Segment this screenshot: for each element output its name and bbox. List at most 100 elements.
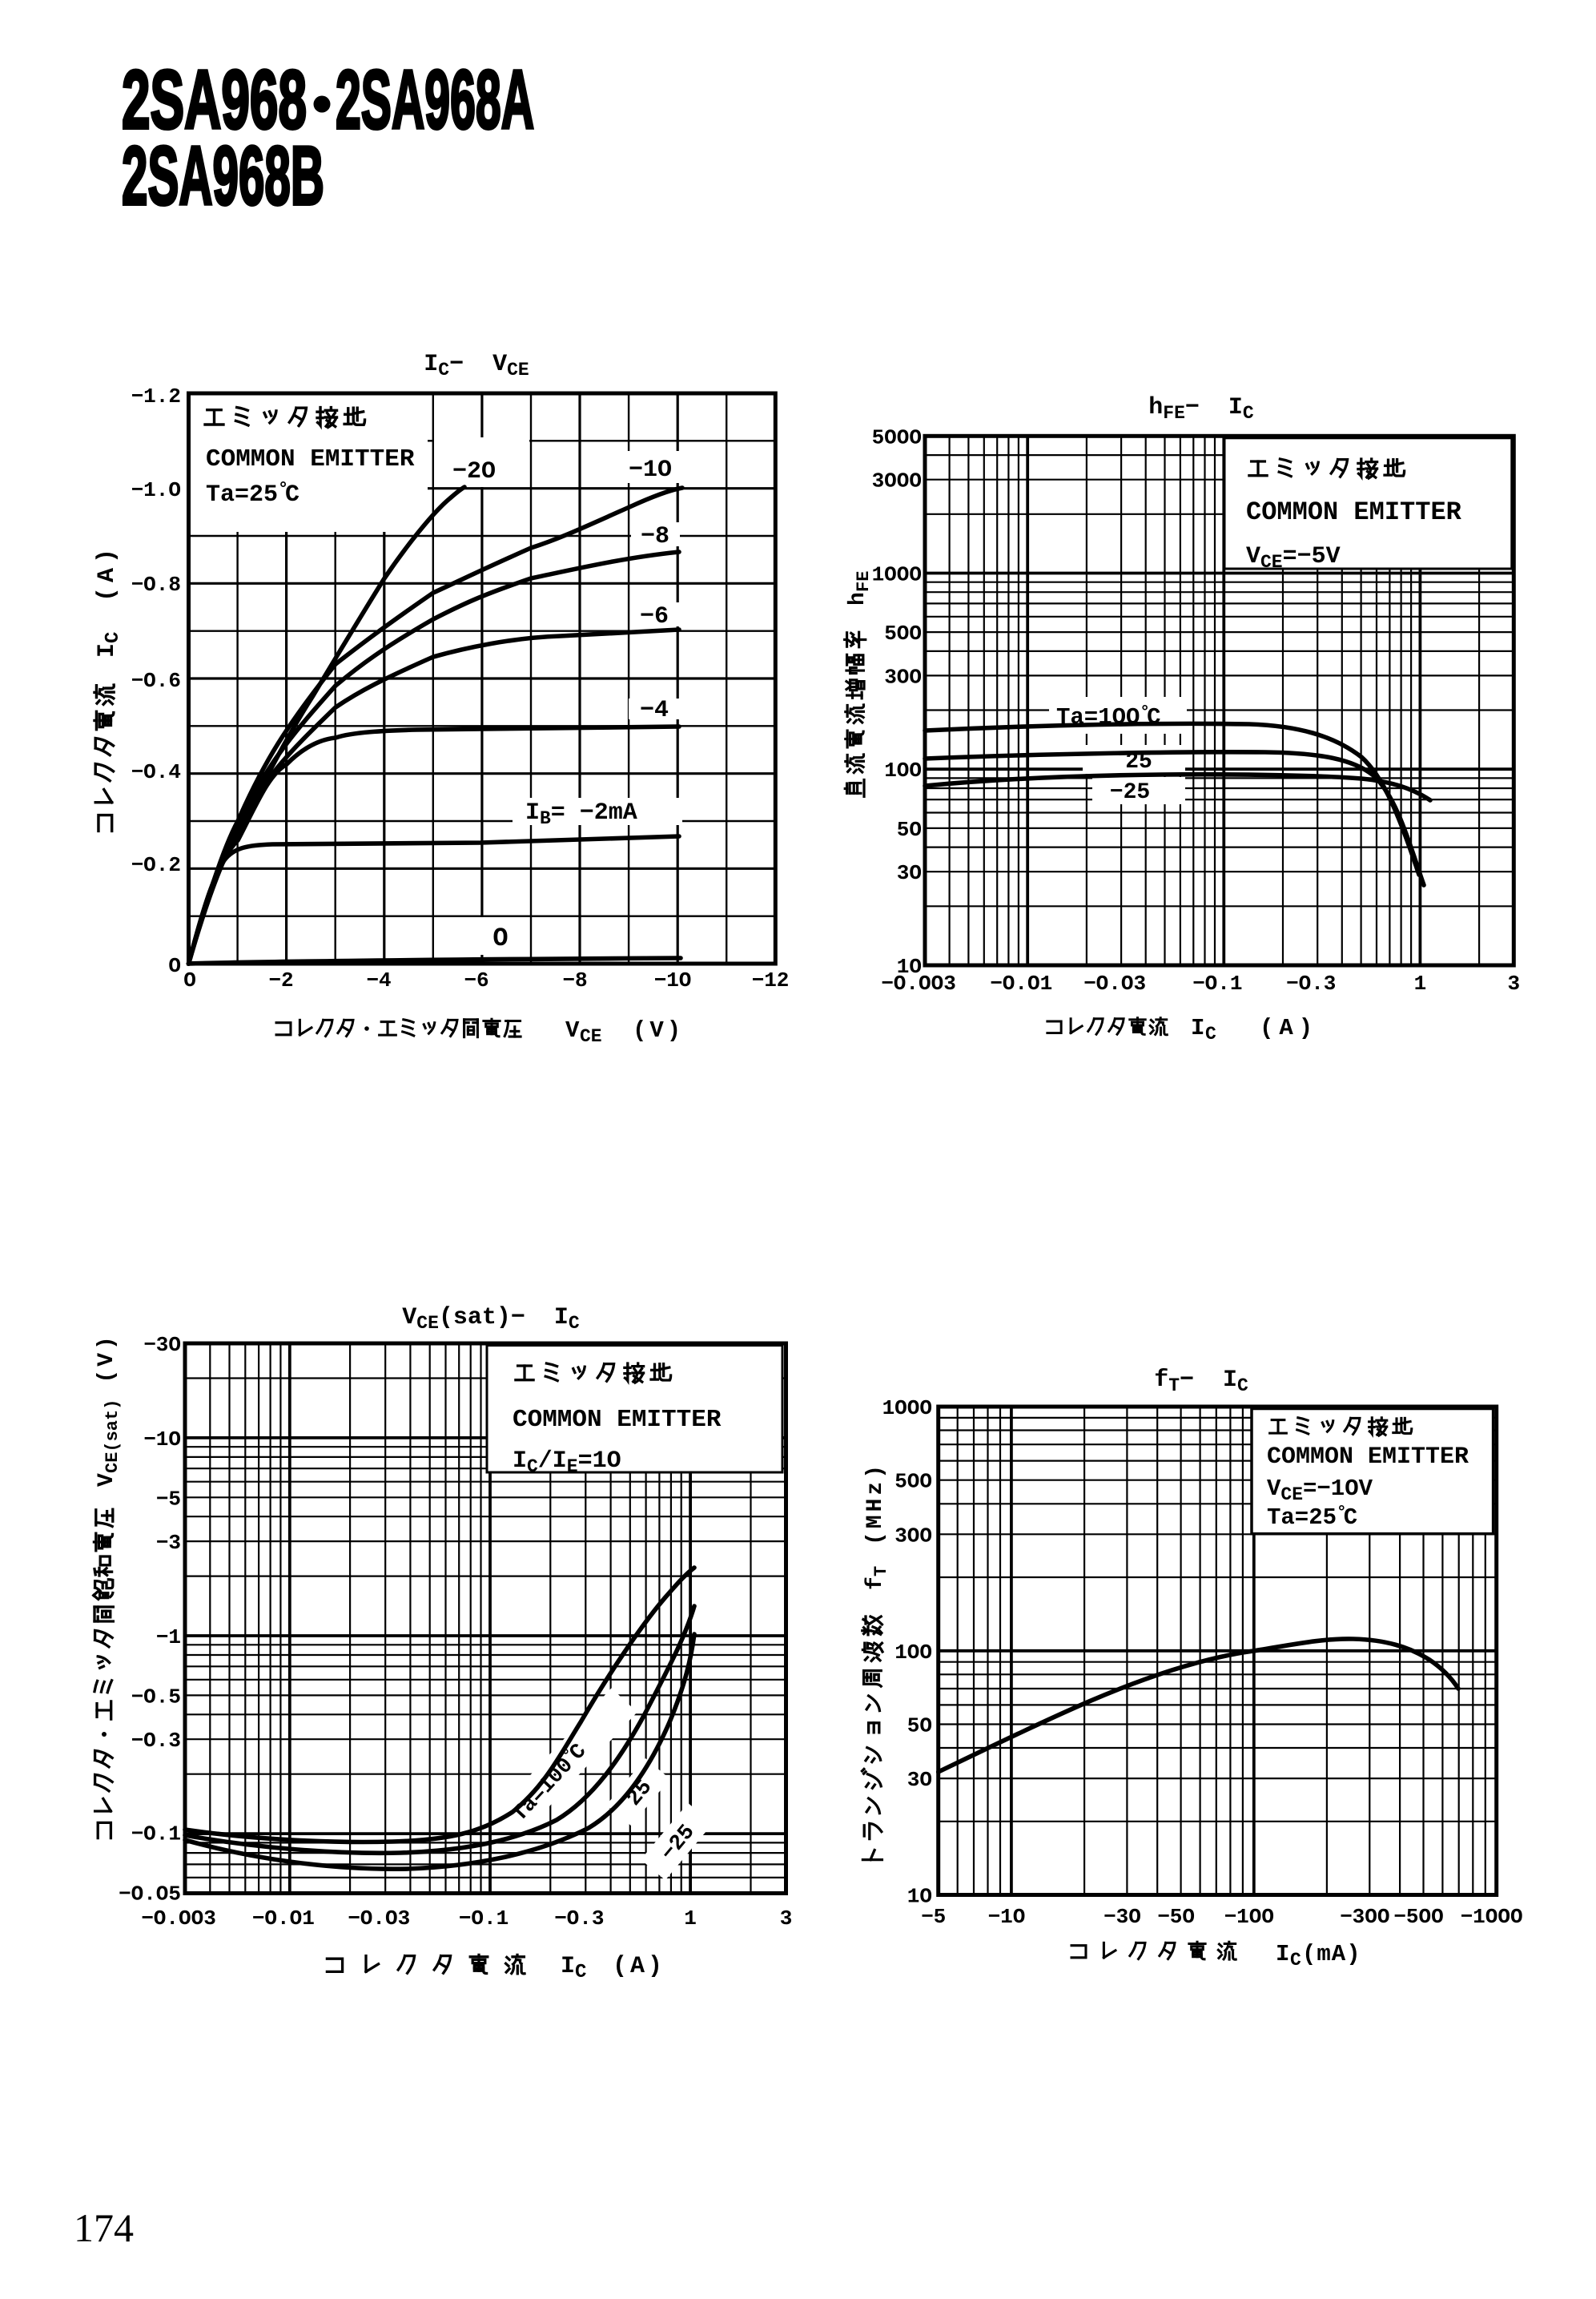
svg-text:3OO: 3OO <box>894 1524 932 1548</box>
svg-text:I: I <box>513 1447 527 1475</box>
svg-text:(A): (A) <box>613 1953 665 1980</box>
svg-text:Ta=25: Ta=25 <box>1267 1504 1337 1531</box>
svg-text:−3: −3 <box>156 1531 181 1555</box>
svg-text:3O: 3O <box>907 1768 932 1792</box>
svg-text:C: C <box>1243 403 1254 424</box>
svg-text:−: − <box>511 1304 525 1331</box>
svg-text:−3OO: −3OO <box>1340 1905 1389 1929</box>
svg-text:−1OO: −1OO <box>1224 1905 1274 1929</box>
svg-text:5O: 5O <box>897 818 922 842</box>
svg-text:−O.8: −O.8 <box>131 573 181 597</box>
svg-text:−5OO: −5OO <box>1393 1905 1443 1929</box>
svg-text:−O.OO3: −O.OO3 <box>141 1906 216 1931</box>
svg-text:COMMON EMITTER: COMMON EMITTER <box>1246 497 1462 527</box>
svg-text:V: V <box>1267 1476 1281 1502</box>
svg-text:Ta=25: Ta=25 <box>206 481 278 509</box>
svg-text:CE: CE <box>507 360 529 380</box>
svg-text:I: I <box>1276 1941 1289 1967</box>
svg-text:−1.2: −1.2 <box>131 385 181 409</box>
svg-text:h: h <box>846 592 870 606</box>
svg-text:B: B <box>540 808 551 829</box>
svg-text:C: C <box>1290 1950 1301 1971</box>
svg-text:°: ° <box>278 480 288 500</box>
svg-text:25: 25 <box>1125 750 1152 775</box>
svg-text:I: I <box>561 1953 575 1980</box>
svg-text:−4: −4 <box>366 968 391 992</box>
svg-text:=−5V: =−5V <box>1283 543 1341 570</box>
svg-text:−O.5: −O.5 <box>131 1685 181 1709</box>
svg-text:1OO: 1OO <box>884 759 922 783</box>
svg-text:O: O <box>492 924 508 953</box>
svg-text:−O.O1: −O.O1 <box>990 972 1052 996</box>
svg-text:1: 1 <box>684 1906 697 1931</box>
svg-text:−O.3: −O.3 <box>1286 972 1336 996</box>
svg-text:−1O: −1O <box>629 457 672 484</box>
svg-text:−1O: −1O <box>143 1427 181 1451</box>
svg-text:2SA968B: 2SA968B <box>122 130 324 223</box>
svg-text:= −2mA: = −2mA <box>551 799 637 827</box>
svg-text:−8: −8 <box>562 968 587 992</box>
svg-text:−4: −4 <box>640 697 669 724</box>
svg-text:Ta=1OO: Ta=1OO <box>1056 704 1140 731</box>
svg-text:−5: −5 <box>156 1487 181 1511</box>
svg-text:I: I <box>94 643 121 658</box>
svg-text:−O.3: −O.3 <box>554 1906 604 1931</box>
svg-text:V: V <box>1246 543 1260 570</box>
svg-text:C: C <box>285 481 300 509</box>
svg-text:V: V <box>94 1473 119 1487</box>
svg-text:V: V <box>492 351 507 378</box>
svg-text:C: C <box>1205 1024 1216 1045</box>
svg-text:E: E <box>567 1456 578 1477</box>
svg-text:C: C <box>103 632 124 643</box>
svg-text:2SA968A: 2SA968A <box>336 54 534 147</box>
svg-text:−2: −2 <box>268 968 293 992</box>
svg-text:V: V <box>565 1017 580 1044</box>
svg-text:−5O: −5O <box>1157 1905 1195 1929</box>
svg-text:C: C <box>575 1962 586 1983</box>
svg-text:−O.O3: −O.O3 <box>348 1906 410 1931</box>
svg-text:−1O: −1O <box>654 968 692 992</box>
svg-text:−6: −6 <box>464 968 488 992</box>
svg-text:(MHz): (MHz) <box>863 1462 888 1545</box>
svg-text:1OOO: 1OOO <box>872 563 922 587</box>
svg-text:=1O: =1O <box>578 1447 621 1475</box>
svg-text:−12: −12 <box>752 968 790 992</box>
svg-text:5OO: 5OO <box>894 1470 932 1494</box>
svg-text:−2O: −2O <box>452 458 496 485</box>
svg-text:C: C <box>438 360 449 380</box>
svg-text:°: ° <box>1140 704 1150 723</box>
svg-text:−1O: −1O <box>987 1905 1025 1929</box>
svg-text:O: O <box>168 954 181 978</box>
svg-text:−1: −1 <box>156 1625 181 1649</box>
svg-text:I: I <box>525 799 540 827</box>
svg-text:−8: −8 <box>641 523 669 550</box>
svg-text:FE: FE <box>1163 403 1185 424</box>
svg-text:CE(sat): CE(sat) <box>103 1399 123 1473</box>
svg-text:C: C <box>1344 1504 1357 1531</box>
svg-text:T: T <box>1168 1375 1180 1396</box>
svg-text:−O.1: −O.1 <box>459 1906 509 1931</box>
svg-text:−O.1: −O.1 <box>131 1822 181 1846</box>
svg-text:(V): (V) <box>94 1333 119 1383</box>
svg-text:(mA): (mA) <box>1302 1941 1361 1967</box>
svg-text:−1OOO: −1OOO <box>1461 1905 1523 1929</box>
svg-text:FE: FE <box>854 571 874 592</box>
svg-text:−6: −6 <box>640 603 669 630</box>
svg-text:−O.4: −O.4 <box>131 760 181 784</box>
svg-text:C: C <box>1147 704 1160 731</box>
svg-text:−: − <box>1185 394 1200 421</box>
svg-text:−: − <box>449 351 464 378</box>
svg-text:CE: CE <box>416 1313 439 1334</box>
svg-text:3OOO: 3OOO <box>872 469 922 493</box>
svg-text:−3O: −3O <box>143 1333 181 1357</box>
svg-text:COMMON EMITTER: COMMON EMITTER <box>513 1406 722 1434</box>
svg-text:5OO: 5OO <box>884 622 922 646</box>
svg-text:I: I <box>424 351 438 378</box>
svg-text:−O.OO3: −O.OO3 <box>881 972 956 996</box>
svg-text:−5: −5 <box>921 1905 946 1929</box>
svg-text:I: I <box>554 1304 569 1331</box>
svg-text:5O: 5O <box>907 1714 932 1738</box>
svg-text:−O.O1: −O.O1 <box>252 1906 315 1931</box>
svg-text:(A): (A) <box>94 544 121 602</box>
svg-text:1OOO: 1OOO <box>882 1396 932 1420</box>
